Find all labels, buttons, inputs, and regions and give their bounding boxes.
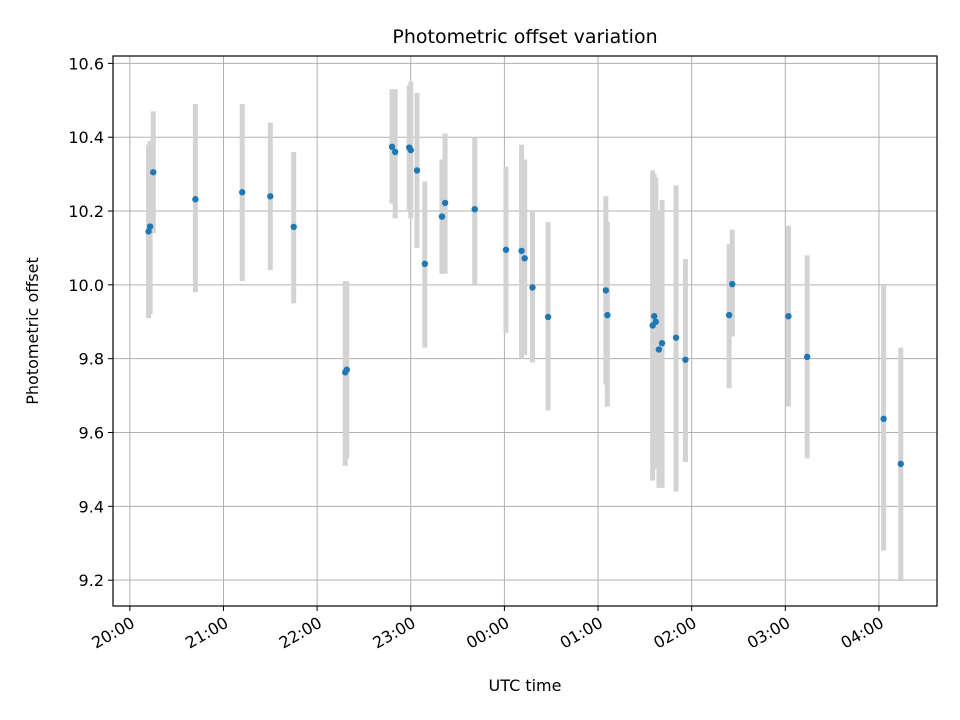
data-point bbox=[652, 318, 659, 325]
data-point bbox=[604, 311, 611, 319]
y-tick-label: 9.8 bbox=[79, 350, 104, 369]
data-point bbox=[880, 415, 887, 423]
y-tick-label: 10.2 bbox=[68, 202, 104, 221]
data-point bbox=[785, 313, 792, 320]
data-point bbox=[655, 346, 663, 353]
data-point bbox=[602, 287, 610, 294]
data-point bbox=[150, 169, 157, 176]
data-point bbox=[407, 146, 414, 154]
y-tick-label: 10.0 bbox=[68, 276, 104, 295]
data-point bbox=[725, 311, 733, 319]
data-point bbox=[471, 205, 478, 213]
y-tick-label: 9.4 bbox=[79, 497, 104, 516]
y-axis-label: Photometric offset bbox=[23, 257, 42, 405]
data-point bbox=[518, 247, 525, 255]
y-tick-label: 10.4 bbox=[68, 128, 104, 147]
data-point bbox=[529, 284, 536, 291]
data-point bbox=[803, 353, 811, 361]
y-tick-label: 10.6 bbox=[68, 54, 104, 73]
data-point bbox=[897, 460, 904, 468]
data-point bbox=[267, 193, 274, 200]
y-tick-label: 9.2 bbox=[79, 571, 104, 590]
data-point bbox=[388, 143, 396, 151]
data-point bbox=[421, 260, 429, 268]
chart-title: Photometric offset variation bbox=[392, 26, 657, 48]
data-point bbox=[729, 280, 736, 288]
plot-frame bbox=[112, 55, 938, 607]
data-point bbox=[672, 334, 680, 341]
data-point bbox=[192, 196, 199, 203]
data-point bbox=[146, 223, 154, 230]
y-tick-label: 9.6 bbox=[79, 424, 104, 443]
x-axis-label: UTC time bbox=[489, 676, 562, 695]
data-point bbox=[438, 213, 446, 220]
data-point bbox=[413, 167, 421, 174]
data-point bbox=[441, 199, 449, 207]
data-points bbox=[145, 143, 904, 468]
data-point bbox=[651, 313, 658, 320]
data-point bbox=[239, 189, 246, 196]
data-point bbox=[290, 223, 297, 231]
data-point bbox=[391, 148, 399, 156]
data-point bbox=[544, 313, 552, 321]
data-point bbox=[658, 339, 666, 347]
data-point bbox=[521, 255, 528, 262]
data-point bbox=[682, 356, 689, 363]
data-point bbox=[502, 246, 510, 253]
data-point bbox=[343, 366, 350, 373]
